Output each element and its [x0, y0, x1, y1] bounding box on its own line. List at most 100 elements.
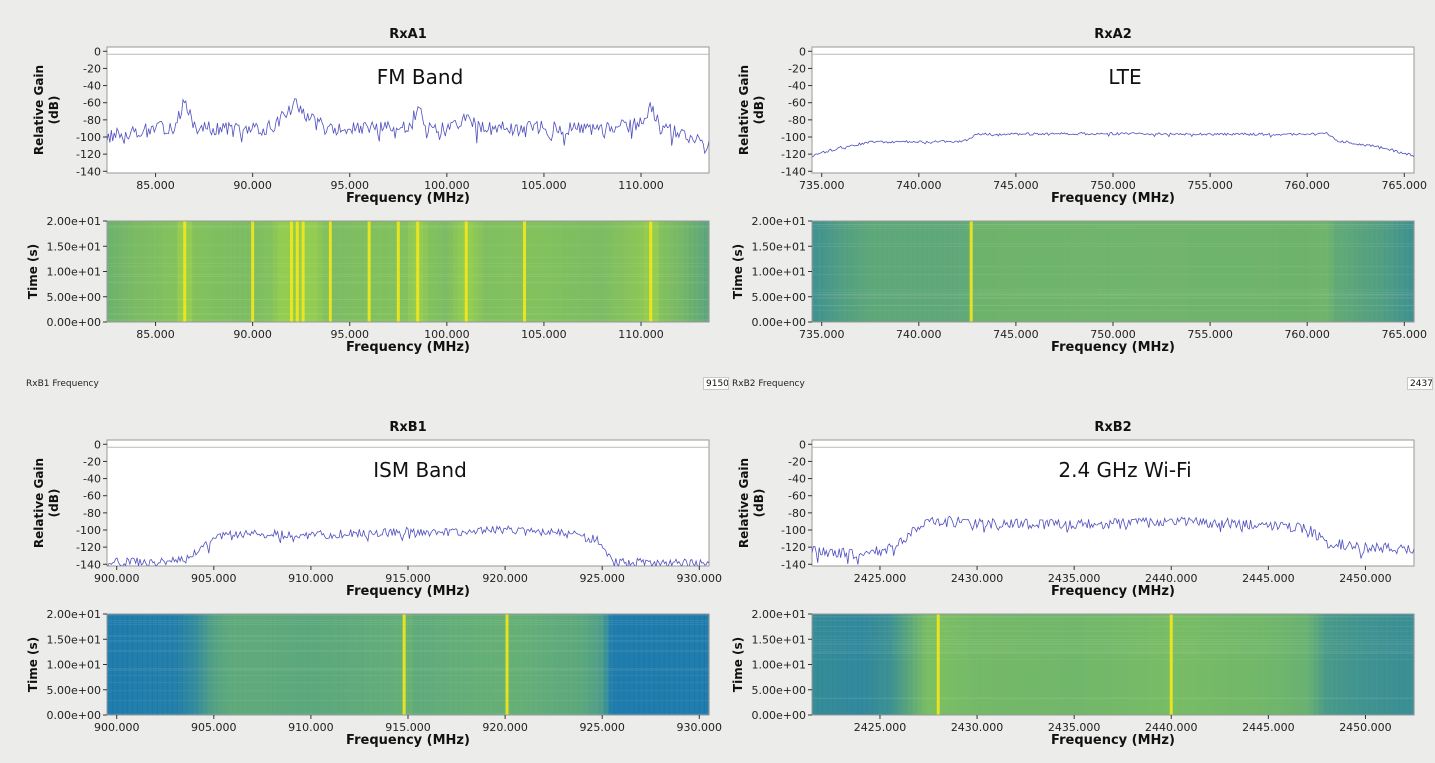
spectrogram-column [262, 221, 269, 322]
spectrogram-column [187, 221, 193, 322]
spectrogram-column [1118, 614, 1124, 715]
spectrogram-peak [969, 221, 973, 322]
spectrogram-column [438, 614, 444, 715]
spectrogram-column [212, 221, 218, 322]
rxb2-frequency-input[interactable]: 2437000000 [1407, 377, 1433, 390]
spectrogram-column [573, 614, 580, 715]
spectrogram-column [1273, 221, 1280, 322]
spectrogram-column [1022, 614, 1029, 715]
spectrogram-column [132, 614, 138, 715]
spectrogram-column [568, 221, 575, 322]
spectrogram-column [1243, 614, 1250, 715]
spectrogram-column [172, 221, 178, 322]
spectro-tick-label: 1.00e+01 [752, 659, 806, 672]
spectrogram-peak [295, 221, 299, 322]
spectrogram-column [1378, 614, 1385, 715]
spectrogram-column [192, 614, 198, 715]
spectrogram-column [1158, 221, 1164, 322]
spectrogram-column [703, 221, 710, 322]
spectrogram-column [493, 221, 499, 322]
spectrogram-column [613, 221, 620, 322]
spectrogram-column [377, 221, 384, 322]
spectro-y-label: Time (s) [26, 244, 40, 299]
spectrogram-column [1087, 614, 1094, 715]
spectro-x-tick-label: 750.000 [1090, 328, 1136, 341]
spectrogram-column [448, 221, 454, 322]
spectrogram-column [523, 221, 529, 322]
x-tick-label: 760.000 [1284, 179, 1330, 192]
plot-title: RxA1 [389, 27, 427, 42]
spectrogram-column [867, 614, 873, 715]
plot-title: RxA2 [1094, 27, 1132, 42]
y-axis-label-line2: (dB) [752, 96, 766, 125]
spectrogram-column [1092, 614, 1099, 715]
spectrogram-column [1403, 614, 1410, 715]
spectrogram-peak [396, 221, 400, 322]
spectrogram-column [1378, 221, 1385, 322]
spectrogram-column [533, 614, 540, 715]
spectrogram-column [922, 614, 928, 715]
spectrogram-column [563, 614, 570, 715]
spectrogram-column [598, 614, 605, 715]
y-tick-label: -120 [781, 148, 806, 161]
spectrogram-column [668, 614, 675, 715]
spectrogram-column [1012, 614, 1019, 715]
spectrogram-column [1283, 614, 1290, 715]
spectrogram-column [483, 614, 489, 715]
spectrogram-column [1223, 614, 1229, 715]
spectrogram-column [277, 614, 284, 715]
spectrogram-column [887, 221, 893, 322]
rxb1-frequency-input[interactable]: 915000000 [703, 377, 729, 390]
x-tick-label: 755.000 [1187, 179, 1233, 192]
spectrogram-column [237, 614, 244, 715]
spectro-tick-label: 5.00e+00 [47, 684, 101, 697]
spectrogram-column [947, 614, 954, 715]
spectrogram-column [272, 614, 279, 715]
y-axis-label-line2: (dB) [752, 489, 766, 518]
spectrogram-column [1128, 221, 1134, 322]
spectrogram-column [282, 614, 289, 715]
spectrogram-column [1148, 221, 1154, 322]
y-tick-label: -80 [788, 507, 806, 520]
spectrogram-column [1358, 614, 1365, 715]
spectrogram-column [262, 614, 269, 715]
spectrogram-column [528, 614, 535, 715]
spectrogram-column [568, 614, 575, 715]
spectrogram-peak [251, 221, 255, 322]
panel-rxa1: RxA1 0 -20 -40 -60 -80 -100 -120 -140 Relative Ga… [26, 27, 710, 355]
spectrogram-column [418, 614, 424, 715]
spectrogram-column [1143, 614, 1149, 715]
spectrogram-column [1042, 221, 1049, 322]
spectrogram-column [1173, 614, 1179, 715]
spectrogram-column [372, 614, 379, 715]
spectrogram-column [337, 221, 344, 322]
spectrogram-column [1253, 614, 1260, 715]
panel-rxb2: RxB2 0 -20 -40 -60 -80 -100 -120 -140 Relative Ga… [731, 420, 1415, 748]
spectrogram-column [942, 221, 949, 322]
spectrogram-column [1408, 221, 1415, 322]
spectrogram-column [668, 221, 675, 322]
y-tick-label: -60 [83, 490, 101, 503]
spectrogram-column [503, 221, 509, 322]
spectro-tick-label: 1.50e+01 [47, 240, 101, 253]
spectrogram-column [498, 221, 504, 322]
spectrogram-column [1052, 221, 1059, 322]
spectrogram-column [142, 221, 148, 322]
spectrogram-column [932, 221, 939, 322]
spectro-x-tick-label: 910.000 [288, 721, 334, 734]
spectrogram-column [892, 221, 898, 322]
spectrogram-column [1092, 221, 1099, 322]
spectrogram-column [603, 614, 610, 715]
rxb2-frequency-label: RxB2 Frequency [732, 379, 805, 389]
spectrogram-column [1268, 221, 1275, 322]
y-tick-label: -120 [76, 148, 101, 161]
spectrogram-column [1373, 614, 1380, 715]
spectrogram-column [1188, 221, 1194, 322]
spectrogram-column [1348, 221, 1355, 322]
spectrogram-column [1388, 221, 1395, 322]
spectrogram-column [122, 614, 128, 715]
spectro-tick-label: 0.00e+00 [752, 316, 806, 329]
spectrogram-column [817, 221, 823, 322]
spectrogram-column [937, 221, 944, 322]
